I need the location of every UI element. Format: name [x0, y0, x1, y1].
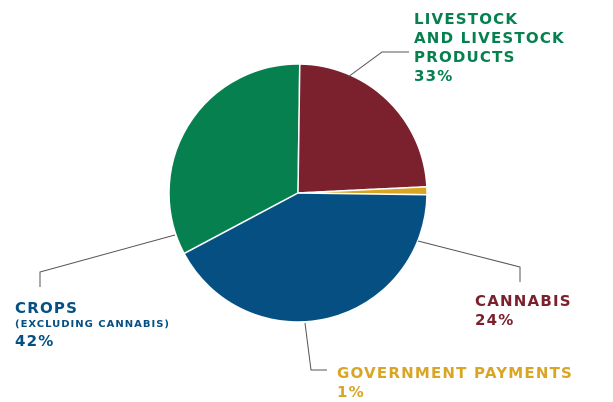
leader-line-crops — [39, 234, 176, 287]
leader-line-livestock — [347, 51, 409, 78]
slice-label-livestock-line-3: PRODUCTS — [414, 48, 516, 66]
slice-label-livestock-line-2: AND LIVESTOCK — [414, 29, 565, 47]
pie-slices — [168, 63, 428, 323]
leader-line-government — [304, 322, 327, 371]
slice-percent-livestock: 33% — [414, 67, 454, 85]
slice-percent-crops: 42% — [15, 332, 55, 350]
slice-label-livestock: LIVESTOCK AND LIVESTOCK PRODUCTS 33% — [414, 10, 565, 86]
leader-line-cannabis — [417, 240, 521, 282]
pie-slice-livestock — [168, 63, 301, 255]
slice-percent-government: 1% — [337, 383, 365, 401]
slice-label-crops: CROPS (EXCLUDING CANNABIS) 42% — [15, 299, 170, 351]
slice-sublabel-crops: (EXCLUDING CANNABIS) — [15, 319, 170, 330]
pie-slice-crops — [183, 192, 428, 323]
slice-label-cannabis: CANNABIS 24% — [475, 292, 572, 330]
slice-label-government: GOVERNMENT PAYMENTS 1% — [337, 364, 573, 402]
slice-label-government-line-1: GOVERNMENT PAYMENTS — [337, 364, 574, 382]
leader-lines — [39, 51, 521, 371]
slice-label-livestock-line-1: LIVESTOCK — [414, 10, 519, 28]
pie-slice-cannabis — [297, 63, 428, 194]
slice-label-crops-line-1: CROPS — [15, 299, 79, 317]
slice-label-cannabis-line-1: CANNABIS — [475, 292, 572, 310]
slice-percent-cannabis: 24% — [475, 311, 515, 329]
